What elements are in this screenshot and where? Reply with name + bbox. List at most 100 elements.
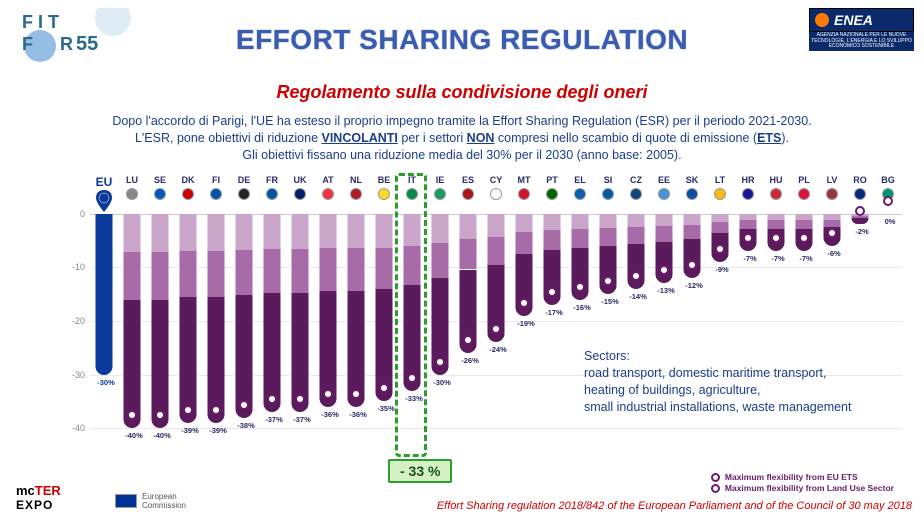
intro-l2a: L'ESR, pone obiettivi di riduzione bbox=[135, 131, 322, 145]
intro-l2c: per i settori bbox=[398, 131, 467, 145]
country-code: SK bbox=[678, 175, 706, 185]
bar bbox=[488, 214, 505, 343]
flag-icon bbox=[462, 188, 474, 200]
intro-l2g: ). bbox=[781, 131, 789, 145]
flex-marker bbox=[631, 271, 641, 281]
ec-logo: EuropeanCommission bbox=[115, 492, 186, 510]
country-code: EL bbox=[566, 175, 594, 185]
bar bbox=[124, 214, 141, 429]
y-tick: 0 bbox=[60, 209, 85, 219]
flag-icon bbox=[406, 188, 418, 200]
flag-icon bbox=[602, 188, 614, 200]
sectors-body: road transport, domestic maritime transp… bbox=[584, 366, 852, 414]
intro-l2d: NON bbox=[467, 131, 495, 145]
flex-marker bbox=[771, 233, 781, 243]
flag-icon bbox=[770, 188, 782, 200]
bar-IE: IE-30% bbox=[426, 203, 454, 439]
bar-EU: EU-30% bbox=[90, 203, 118, 439]
eu-flag-icon bbox=[115, 494, 137, 508]
flag-icon bbox=[658, 188, 670, 200]
country-code: NL bbox=[342, 175, 370, 185]
chart: 0-10-20-30-40EU-30%LU-40%SE-40%DK-39%FI-… bbox=[50, 175, 902, 465]
flag-icon bbox=[350, 188, 362, 200]
flex-marker bbox=[435, 357, 445, 367]
country-code: PT bbox=[538, 175, 566, 185]
sectors-box: Sectors: road transport, domestic mariti… bbox=[584, 348, 894, 416]
flag-icon bbox=[434, 188, 446, 200]
flex-marker bbox=[519, 298, 529, 308]
country-code: LU bbox=[118, 175, 146, 185]
flex-marker bbox=[267, 394, 277, 404]
bar-UK: UK-37% bbox=[286, 203, 314, 439]
chart-legend: Maximum flexibility from EU ETS Maximum … bbox=[711, 472, 894, 494]
flag-icon bbox=[378, 188, 390, 200]
flag-icon bbox=[742, 188, 754, 200]
legend-marker-2 bbox=[711, 484, 720, 493]
country-code: EE bbox=[650, 175, 678, 185]
bar bbox=[208, 214, 225, 423]
flex-marker bbox=[687, 260, 697, 270]
country-code: UK bbox=[286, 175, 314, 185]
legend-text-2: Maximum flexibility from Land Use Sector bbox=[725, 483, 894, 493]
flex-marker bbox=[659, 265, 669, 275]
flag-icon bbox=[518, 188, 530, 200]
intro-l2f: ETS bbox=[757, 131, 781, 145]
ec-label: EuropeanCommission bbox=[142, 492, 186, 510]
flex-marker bbox=[743, 233, 753, 243]
bar bbox=[180, 214, 197, 423]
bar bbox=[96, 214, 113, 375]
bar bbox=[712, 214, 729, 262]
bar bbox=[292, 214, 309, 412]
flag-icon bbox=[210, 188, 222, 200]
intro-l2b: VINCOLANTI bbox=[322, 131, 398, 145]
legend-text-1: Maximum flexibility from EU ETS bbox=[725, 472, 858, 482]
country-code: CZ bbox=[622, 175, 650, 185]
country-code: SI bbox=[594, 175, 622, 185]
country-code: CY bbox=[482, 175, 510, 185]
flag-icon bbox=[238, 188, 250, 200]
flag-icon bbox=[182, 188, 194, 200]
flex-marker bbox=[491, 324, 501, 334]
bar-ES: ES-26% bbox=[454, 203, 482, 439]
flex-marker bbox=[295, 394, 305, 404]
bar-SE: SE-40% bbox=[146, 203, 174, 439]
bar-FI: FI-39% bbox=[202, 203, 230, 439]
country-code: BE bbox=[370, 175, 398, 185]
flag-icon bbox=[630, 188, 642, 200]
y-tick: -20 bbox=[60, 316, 85, 326]
country-code: PL bbox=[790, 175, 818, 185]
eu-pin-icon bbox=[95, 190, 113, 212]
intro-l3: Gli obiettivi fissano una riduzione medi… bbox=[242, 148, 681, 162]
country-code: EU bbox=[90, 175, 118, 189]
flex-marker bbox=[351, 389, 361, 399]
flex-marker bbox=[127, 410, 137, 420]
flex-marker bbox=[827, 228, 837, 238]
country-code: LT bbox=[706, 175, 734, 185]
flag-icon bbox=[126, 188, 138, 200]
italy-highlight-badge: - 33 % bbox=[388, 459, 452, 483]
bar-IT: IT-33% bbox=[398, 203, 426, 439]
flex-marker bbox=[239, 400, 249, 410]
country-code: FR bbox=[258, 175, 286, 185]
flag-icon bbox=[714, 188, 726, 200]
country-code: MT bbox=[510, 175, 538, 185]
country-code: FI bbox=[202, 175, 230, 185]
country-code: AT bbox=[314, 175, 342, 185]
country-code: SE bbox=[146, 175, 174, 185]
flag-icon bbox=[154, 188, 166, 200]
country-code: IE bbox=[426, 175, 454, 185]
flex-marker bbox=[155, 410, 165, 420]
bar-PT: PT-17% bbox=[538, 203, 566, 439]
intro-text: Dopo l'accordo di Parigi, l'UE ha esteso… bbox=[40, 113, 884, 164]
bar bbox=[432, 214, 449, 375]
flex-marker bbox=[211, 405, 221, 415]
bar bbox=[404, 214, 421, 391]
bar-DK: DK-39% bbox=[174, 203, 202, 439]
intro-l1: Dopo l'accordo di Parigi, l'UE ha esteso… bbox=[112, 114, 811, 128]
sectors-title: Sectors: bbox=[584, 349, 630, 363]
y-tick: -40 bbox=[60, 423, 85, 433]
mcter-logo: mcTEREXPO bbox=[16, 483, 61, 512]
flag-icon bbox=[322, 188, 334, 200]
bar-value: 0% bbox=[874, 217, 906, 226]
flex-marker bbox=[603, 276, 613, 286]
